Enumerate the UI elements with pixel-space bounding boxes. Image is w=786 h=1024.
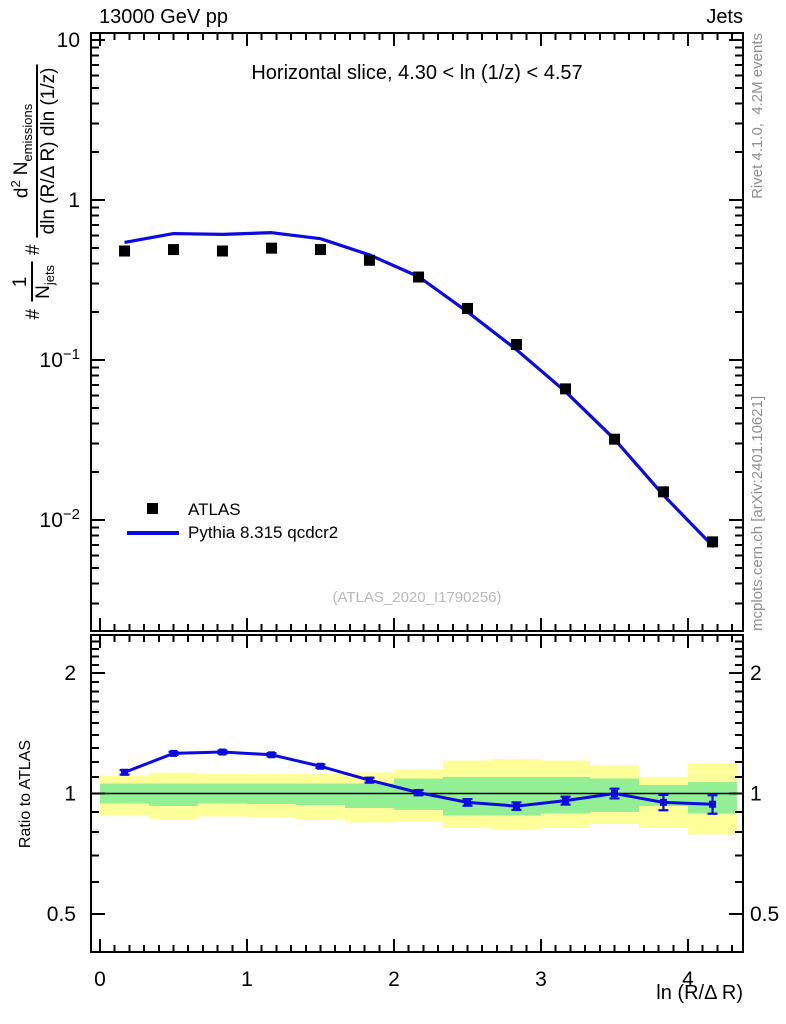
- main-y-tick-label: 10: [57, 29, 80, 52]
- formula-frac-d2n: d2 Nemissions dln (R/Δ R) dln (1/z): [8, 64, 59, 238]
- ratio-point: [512, 802, 520, 810]
- y-axis-formula: # 1 Njets # d2 Nemissions dln (R/Δ R) dln…: [8, 64, 59, 320]
- main-y-tick-label: 10−2: [40, 506, 80, 532]
- data-point: [413, 271, 425, 283]
- ratio-point: [659, 798, 667, 806]
- band-inner: [345, 783, 394, 808]
- formula-jets-sub: jets: [42, 264, 58, 286]
- ratio-point: [562, 797, 570, 805]
- formula-hash-1: #: [23, 308, 44, 320]
- formula-frac-1-over-njets: 1 Njets: [10, 261, 58, 302]
- formula-squared-sup: 2: [8, 180, 24, 188]
- ratio-y-tick-label-left: 2: [64, 662, 76, 685]
- data-point: [119, 245, 131, 257]
- ratio-y-tick-label-right: 2: [750, 662, 762, 685]
- ratio-point: [365, 776, 373, 784]
- x-tick-label: 3: [535, 968, 547, 991]
- ratio-point: [170, 749, 177, 757]
- tick-labels: 0 1 2 3 4 10 1 10−1 10−2 2 2 1 1 0.5 0.5: [40, 29, 780, 991]
- main-panel-frame: [90, 32, 744, 632]
- ratio-point: [218, 748, 226, 756]
- ratio-point: [415, 789, 423, 797]
- x-tick-label: 4: [682, 968, 694, 991]
- data-point: [657, 486, 669, 498]
- legend-pythia-label: Pythia 8.315 qcdcr2: [188, 523, 339, 542]
- formula-denominator-dln: dln (R/Δ R) dln (1/z): [37, 67, 59, 235]
- data-point: [510, 338, 522, 350]
- data-point: [315, 244, 326, 256]
- formula-numerator-d2n: d2 Nemissions: [8, 64, 38, 238]
- ratio-point: [611, 790, 618, 797]
- ratio-point: [709, 800, 717, 808]
- formula-N: N: [33, 285, 55, 299]
- plot-title: Horizontal slice, 4.30 < ln (1/z) < 4.57: [251, 62, 583, 84]
- ratio-y-tick-label-right: 1: [750, 783, 762, 806]
- analysis-id-watermark: (ATLAS_2020_I1790256): [332, 589, 502, 606]
- legend-atlas-label: ATLAS: [188, 500, 241, 519]
- band-inner: [148, 783, 199, 807]
- x-axis-label: ln (R/Δ R): [656, 982, 743, 1004]
- x-tick-label: 2: [388, 968, 400, 991]
- ratio-uncertainty-bands: [100, 758, 737, 835]
- data-point: [707, 536, 719, 548]
- formula-denominator-njets: Njets: [33, 262, 57, 302]
- data-point: [560, 383, 572, 395]
- data-point: [609, 433, 620, 445]
- mcplots-arxiv-note: mcplots.cern.ch [arXiv:2401.10621]: [749, 396, 766, 631]
- analysis-type-label: Jets: [706, 6, 743, 28]
- band-inner: [295, 783, 346, 806]
- beam-energy-label: 13000 GeV pp: [99, 6, 228, 28]
- data-point: [462, 302, 473, 314]
- formula-hash-2: #: [23, 244, 44, 255]
- data-point: [168, 244, 179, 256]
- formula-N-emissions: N: [11, 161, 33, 176]
- legend-pythia-line-sample: [127, 531, 179, 535]
- ratio-point: [268, 751, 276, 759]
- ratio-point: [317, 762, 324, 770]
- formula-emissions-sub: emissions: [20, 103, 36, 162]
- data-point: [216, 245, 228, 257]
- formula-numerator-1: 1: [10, 261, 34, 302]
- band-inner: [541, 776, 590, 814]
- ratio-axis-label: Ratio to ATLAS: [17, 740, 34, 848]
- rivet-version-note: Rivet 4.1.0, 4.2M events: [749, 33, 766, 199]
- ratio-y-tick-label-right: 0.5: [750, 903, 779, 926]
- formula-d: d: [11, 187, 33, 199]
- data-point: [363, 254, 375, 266]
- ratio-point: [464, 798, 471, 806]
- legend-atlas-marker: [147, 503, 158, 514]
- band-inner: [442, 776, 493, 816]
- main-y-tick-label: 1: [68, 189, 80, 212]
- data-point: [266, 242, 278, 254]
- main-y-tick-label: 10−1: [40, 346, 80, 372]
- axes-frame: [90, 32, 744, 953]
- ratio-y-tick-label-left: 0.5: [47, 903, 76, 926]
- ratio-point: [121, 768, 129, 776]
- ratio-y-tick-label-left: 1: [64, 783, 76, 806]
- x-tick-label: 0: [94, 968, 106, 991]
- x-tick-label: 1: [241, 968, 253, 991]
